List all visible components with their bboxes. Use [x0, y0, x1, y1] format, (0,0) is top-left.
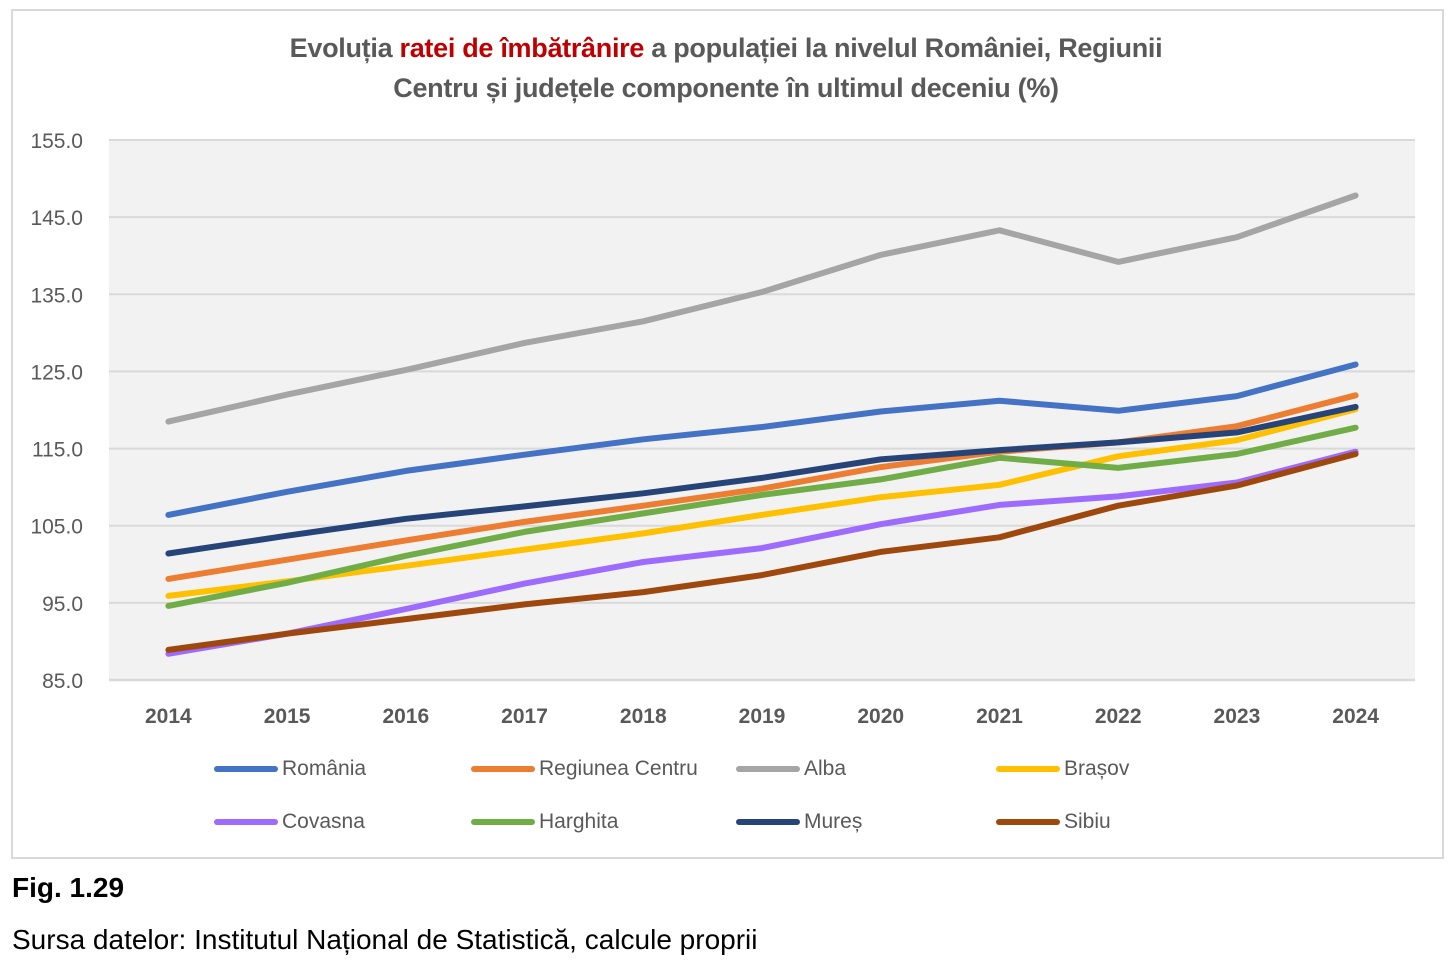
data-source: Sursa datelor: Institutul Național de St… [12, 924, 758, 955]
series-line-românia [165, 361, 1359, 518]
chart-title-line-1: Evoluția ratei de îmbătrânire a populați… [0, 28, 1452, 68]
legend-label: Mureș [804, 810, 863, 833]
legend-swatch [996, 819, 1060, 825]
x-tick-label: 2020 [857, 705, 904, 728]
y-tick-label: 115.0 [32, 439, 83, 462]
x-tick-label: 2015 [264, 705, 311, 728]
series-line-harghita [165, 424, 1359, 609]
legend-label: Alba [804, 757, 847, 780]
legend-item[interactable]: România [214, 754, 366, 784]
figure-label: Fig. 1.29 [12, 872, 125, 903]
y-tick-label: 85.0 [42, 670, 83, 693]
y-tick-label: 155.0 [30, 130, 83, 153]
x-tick-label: 2017 [501, 705, 548, 728]
y-tick-label: 145.0 [30, 207, 83, 230]
x-tick-label: 2014 [145, 705, 192, 728]
legend-swatch [214, 766, 278, 772]
y-tick-label: 125.0 [30, 361, 83, 384]
legend-label: România [282, 757, 367, 780]
legend-item[interactable]: Mureș [736, 807, 862, 837]
chart-title-line-2: Centru și județele componente în ultimul… [393, 73, 1059, 103]
y-tick-label: 105.0 [30, 516, 83, 539]
legend-label: Brașov [1064, 757, 1130, 780]
legend-item[interactable]: Brașov [996, 754, 1129, 784]
legend-swatch [736, 766, 800, 772]
chart-title: Evoluția ratei de îmbătrânire a populați… [0, 28, 1452, 108]
series-lines [165, 192, 1359, 657]
y-tick-label: 95.0 [42, 593, 83, 616]
legend-item[interactable]: Covasna [214, 807, 365, 837]
legend-label: Covasna [282, 810, 365, 833]
y-axis: 85.0 95.0 105.0 115.0 125.0 135.0 145.0 155.0 [30, 130, 83, 693]
legend-swatch [214, 819, 278, 825]
legend-label: Regiunea Centru [539, 757, 698, 780]
x-tick-label: 2019 [739, 705, 786, 728]
title-part: Evoluția [289, 33, 400, 63]
series-line-covasna [165, 448, 1359, 657]
x-tick-label: 2024 [1332, 705, 1379, 728]
legend-item[interactable]: Harghita [471, 807, 618, 837]
legend-swatch [996, 766, 1060, 772]
x-tick-label: 2018 [620, 705, 667, 728]
x-tick-label: 2021 [976, 705, 1023, 728]
legend-swatch [471, 766, 535, 772]
title-highlight: ratei de îmbătrânire [399, 33, 645, 63]
series-line-brașov [165, 406, 1359, 599]
legend-label: Harghita [539, 810, 619, 833]
legend-item[interactable]: Regiunea Centru [471, 754, 698, 784]
series-line-sibiu [165, 451, 1359, 653]
series-line-mureș [165, 403, 1359, 557]
x-tick-label: 2023 [1214, 705, 1261, 728]
x-tick-label: 2016 [382, 705, 429, 728]
x-axis: 2014 2015 2016 2017 2018 2019 2020 2021 2022 2023… [145, 705, 1379, 728]
legend-item[interactable]: Sibiu [996, 807, 1111, 837]
series-line-alba [165, 192, 1359, 425]
legend-item[interactable]: Alba [736, 754, 846, 784]
title-part: a populației la nivelul României, Regiun… [644, 33, 1163, 63]
y-tick-label: 135.0 [30, 284, 83, 307]
plot-area [109, 140, 1415, 680]
legend-swatch [736, 819, 800, 825]
legend-swatch [471, 819, 535, 825]
legend-label: Sibiu [1064, 810, 1111, 833]
x-tick-label: 2022 [1095, 705, 1142, 728]
